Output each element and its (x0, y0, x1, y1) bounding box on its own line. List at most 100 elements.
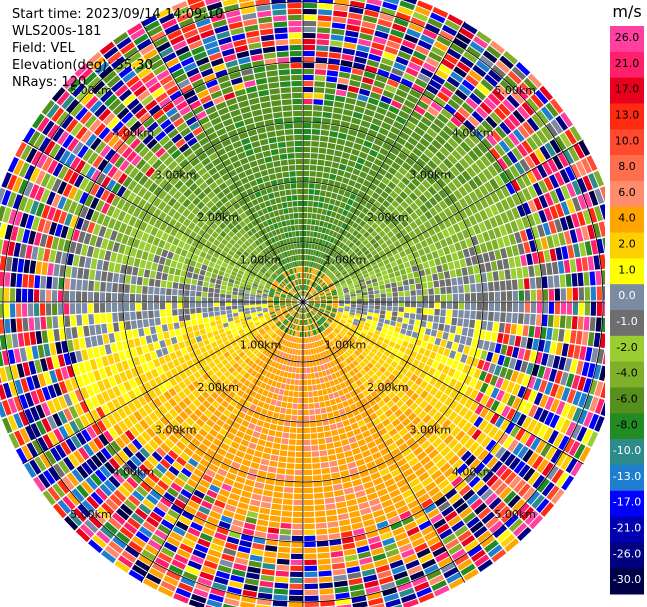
velocity-gate (160, 519, 174, 530)
velocity-gate (344, 204, 352, 211)
velocity-gate (112, 352, 121, 363)
velocity-gate (67, 339, 75, 352)
velocity-gate (365, 280, 372, 285)
velocity-gate (482, 470, 495, 483)
velocity-gate (314, 408, 321, 415)
velocity-gate (334, 586, 349, 594)
velocity-gate (400, 593, 417, 604)
velocity-gate (292, 523, 303, 530)
velocity-gate (317, 311, 323, 316)
velocity-gate (464, 437, 475, 450)
velocity-gate (413, 406, 423, 416)
velocity-gate (166, 288, 172, 296)
velocity-gate (106, 313, 113, 323)
velocity-gate (203, 453, 213, 463)
velocity-gate (555, 247, 563, 261)
velocity-gate (148, 439, 159, 450)
velocity-gate (503, 50, 518, 65)
velocity-gate (385, 263, 392, 270)
velocity-gate (75, 528, 91, 543)
velocity-gate (233, 344, 240, 351)
velocity-gate (388, 272, 395, 279)
velocity-gate (320, 304, 326, 307)
velocity-gate (224, 362, 232, 370)
velocity-gate (318, 153, 326, 160)
velocity-gate (213, 302, 220, 307)
velocity-gate (252, 487, 264, 495)
velocity-gate (293, 305, 299, 309)
velocity-gate (303, 14, 317, 21)
velocity-gate (303, 278, 306, 285)
velocity-gate (375, 74, 388, 84)
velocity-gate (427, 186, 437, 196)
velocity-gate (322, 315, 328, 319)
velocity-gate (328, 58, 341, 65)
velocity-gate (339, 355, 345, 362)
velocity-gate (47, 263, 54, 276)
velocity-gate (330, 466, 339, 473)
velocity-gate (307, 267, 311, 273)
velocity-gate (207, 332, 214, 339)
velocity-gate (96, 506, 111, 520)
velocity-gate (288, 445, 296, 451)
velocity-gate (324, 400, 331, 407)
velocity-gate (319, 588, 334, 595)
velocity-gate (235, 475, 246, 484)
velocity-gate (478, 221, 487, 233)
velocity-gate (330, 125, 340, 132)
velocity-gate (587, 363, 596, 378)
velocity-gate (352, 374, 359, 382)
velocity-gate (195, 302, 202, 308)
velocity-gate (528, 325, 535, 338)
velocity-gate (178, 515, 192, 526)
velocity-gate (571, 374, 581, 390)
velocity-gate (276, 343, 282, 350)
velocity-gate (444, 53, 459, 65)
velocity-gate (400, 78, 414, 88)
velocity-gate (315, 347, 320, 354)
velocity-gate (84, 336, 92, 348)
velocity-gate (308, 391, 313, 397)
velocity-gate (522, 487, 536, 501)
velocity-gate (197, 538, 211, 548)
velocity-gate (124, 321, 132, 331)
velocity-gate (378, 318, 385, 324)
velocity-gate (381, 121, 392, 131)
velocity-gate (118, 420, 129, 432)
velocity-gate (538, 379, 548, 393)
velocity-gate (420, 425, 430, 435)
velocity-gate (275, 479, 285, 487)
velocity-gate (257, 470, 267, 478)
velocity-gate (101, 403, 111, 416)
velocity-gate (326, 297, 332, 300)
velocity-gate (262, 305, 268, 309)
velocity-gate (589, 317, 596, 332)
velocity-gate (501, 405, 511, 418)
velocity-gate (550, 119, 564, 134)
velocity-gate (235, 416, 244, 425)
velocity-gate (306, 313, 309, 319)
velocity-gate (505, 280, 512, 291)
velocity-gate (338, 227, 345, 235)
velocity-gate (288, 342, 293, 348)
velocity-gate (444, 386, 453, 396)
velocity-gate (453, 334, 461, 343)
velocity-gate (356, 302, 363, 305)
velocity-gate (426, 358, 434, 367)
velocity-gate (531, 364, 540, 377)
velocity-gate (247, 422, 256, 430)
velocity-gate (358, 354, 365, 361)
velocity-gate (392, 331, 400, 338)
velocity-gate (303, 32, 316, 39)
velocity-gate (81, 429, 92, 443)
velocity-gate (296, 306, 300, 311)
velocity-gate (462, 22, 478, 35)
velocity-gate (329, 367, 335, 374)
velocity-gate (220, 442, 230, 451)
velocity-gate (348, 179, 356, 187)
velocity-gate (394, 270, 401, 277)
velocity-gate (291, 535, 303, 542)
velocity-gate (177, 582, 194, 593)
velocity-gate (359, 344, 366, 351)
velocity-gate (226, 344, 233, 351)
